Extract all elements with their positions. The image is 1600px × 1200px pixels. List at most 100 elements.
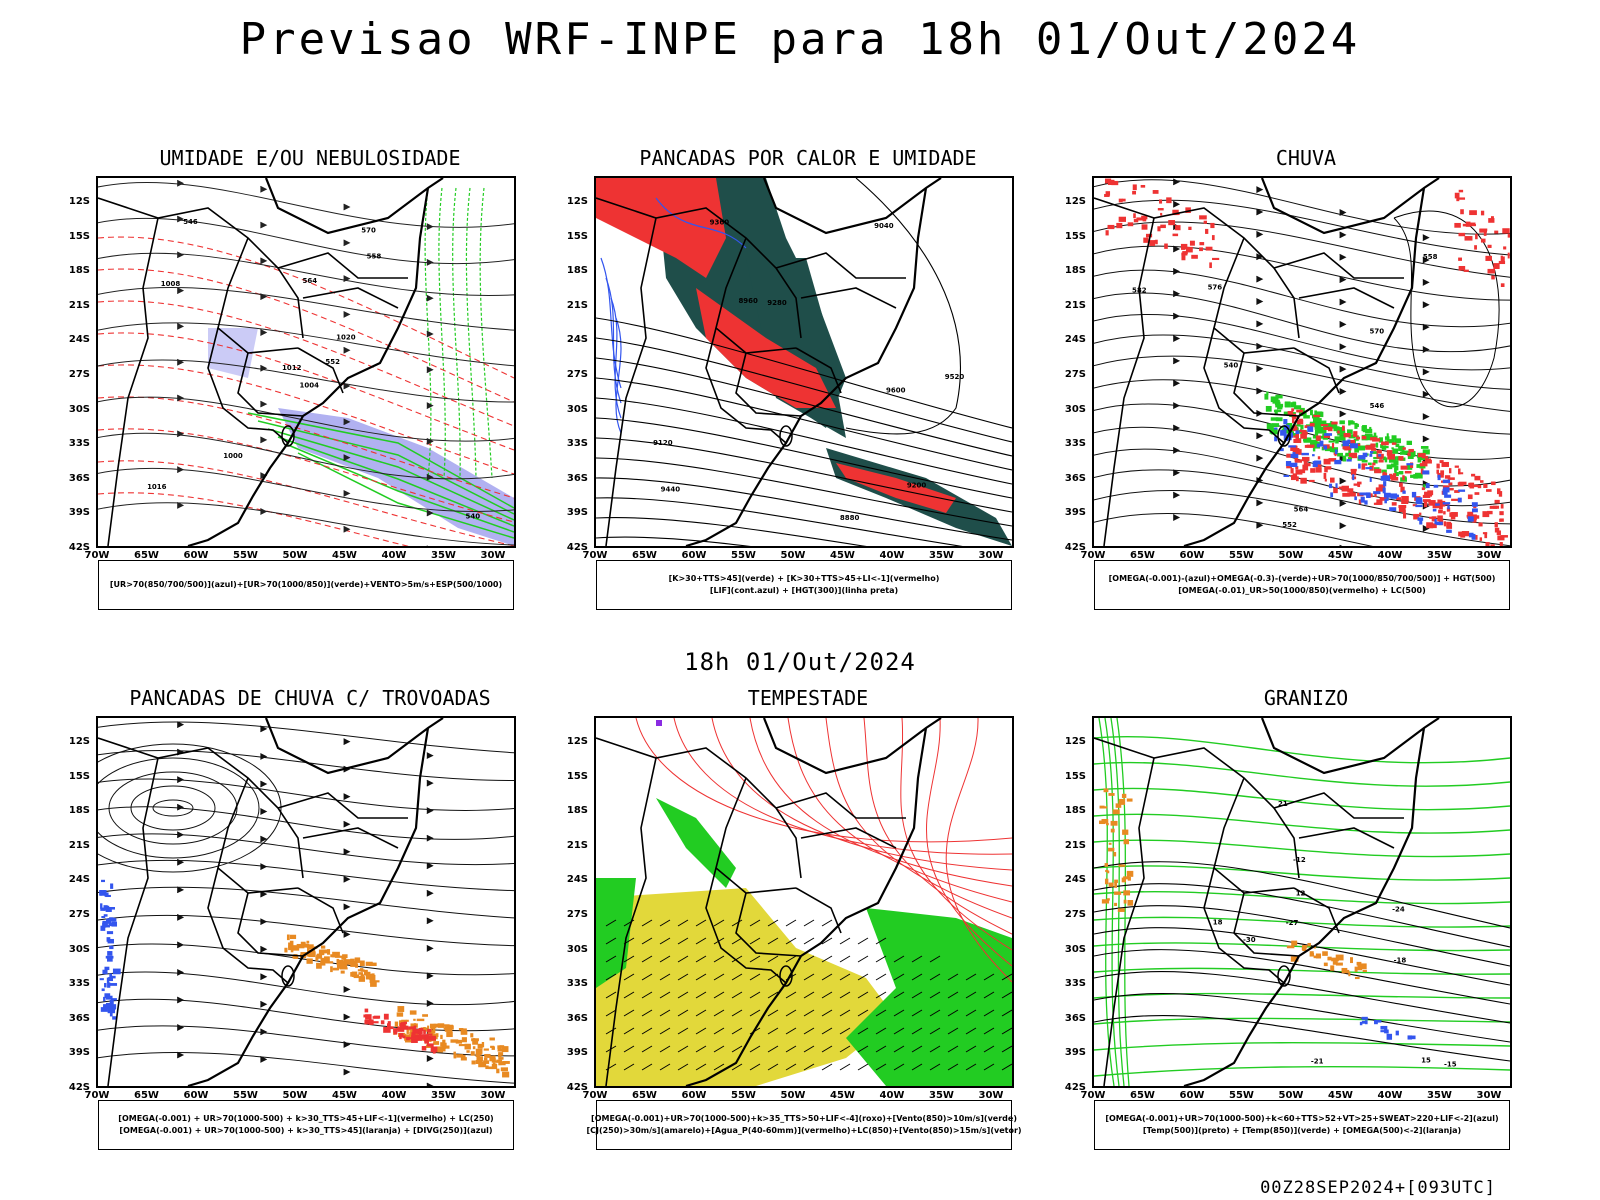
contour-label: 9360 bbox=[710, 219, 730, 227]
lc850-red-streamlines bbox=[635, 718, 1012, 983]
contour-label: -12 bbox=[1293, 856, 1306, 864]
lat-tick-label: 30S bbox=[1064, 943, 1086, 955]
lon-tick-label: 55W bbox=[1229, 1090, 1254, 1101]
panel-title: GRANIZO bbox=[1263, 686, 1349, 710]
lon-tick-label: 50W bbox=[780, 1090, 806, 1101]
legend-line: [OMEGA(-0.001)+UR>70(1000-500)+k>35_TTS>… bbox=[591, 1114, 1017, 1123]
lat-tick-label: 33S bbox=[1064, 978, 1086, 990]
lat-tick-label: 27S bbox=[1064, 369, 1086, 380]
lat-tick-label: 12S bbox=[1064, 736, 1086, 747]
lat-tick-label: 42S bbox=[1064, 542, 1086, 553]
lat-tick-label: 24S bbox=[1064, 334, 1086, 346]
lat-tick-label: 27S bbox=[1064, 909, 1086, 920]
lon-tick-label: 65W bbox=[134, 1090, 159, 1101]
lat-tick-label: 27S bbox=[68, 369, 90, 380]
lat-tick-label: 36S bbox=[566, 1012, 588, 1024]
panel-title: PANCADAS POR CALOR E UMIDADE bbox=[639, 146, 977, 170]
map-frame: -12 -15 -18 -21 -24 -27 -30 12 15 18 21 bbox=[1092, 716, 1512, 1088]
jet-yellow bbox=[596, 888, 896, 1086]
lat-tick-label: 21S bbox=[1064, 839, 1086, 851]
lon-tick-label: 35W bbox=[1427, 1090, 1452, 1101]
contour-label: -27 bbox=[1286, 919, 1299, 927]
contour-label: -21 bbox=[1311, 1058, 1324, 1066]
country-borders bbox=[1094, 718, 1440, 1086]
lat-tick-label: 12S bbox=[68, 196, 90, 207]
lon-tick-label: 60W bbox=[1179, 1090, 1205, 1101]
contour-label: 18 bbox=[1213, 918, 1223, 926]
lat-tick-label: 30S bbox=[68, 403, 90, 415]
thunder-orange-2 bbox=[393, 1006, 510, 1078]
streamlines bbox=[98, 179, 514, 546]
lon-tick-label: 60W bbox=[183, 550, 209, 561]
contour-label: 1016 bbox=[147, 483, 167, 491]
lat-tick-label: 21S bbox=[68, 839, 90, 851]
lon-tick-label: 65W bbox=[632, 550, 657, 561]
footer-run-info: 00Z28SEP2024+[093UTC] bbox=[1260, 1178, 1496, 1198]
panel-pancadas-trovoadas: PANCADAS DE CHUVA C/ TROVOADAS 12S 15S 18S 2… bbox=[69, 686, 540, 1166]
panel-chuva: CHUVA 582 576 570 564 558 552 546 540 12S 15S 18S 21… bbox=[1065, 146, 1536, 626]
map-frame bbox=[594, 716, 1014, 1088]
contour-label: 546 bbox=[183, 218, 198, 226]
panel-title: CHUVA bbox=[1275, 146, 1337, 170]
map-canvas: -12 -15 -18 -21 -24 -27 -30 12 15 18 21 bbox=[1094, 718, 1510, 1086]
lat-tick-label: 33S bbox=[1064, 438, 1086, 450]
lat-tick-label: 30S bbox=[566, 403, 588, 415]
humidity-low-levels bbox=[247, 187, 514, 539]
lat-tick-label: 30S bbox=[1064, 403, 1086, 415]
contour-label: 564 bbox=[1294, 506, 1309, 514]
legend-line: [LIF](cont.azul) + [HGT(300)](linha pret… bbox=[709, 586, 899, 595]
contour-label: 552 bbox=[1282, 521, 1297, 529]
lat-tick-label: 33S bbox=[68, 438, 90, 450]
lon-tick-label: 60W bbox=[681, 1090, 707, 1101]
lat-tick-label: 39S bbox=[566, 1047, 588, 1059]
lat-tick-label: 36S bbox=[68, 1012, 90, 1024]
lat-tick-label: 21S bbox=[566, 839, 588, 851]
lon-tick-label: 45W bbox=[332, 550, 357, 561]
legend-line: [OMEGA(-0.001)-(azul)+OMEGA(-0.3)-(verde… bbox=[1108, 574, 1496, 583]
lon-tick-label: 35W bbox=[929, 550, 954, 561]
lat-tick-label: 39S bbox=[68, 1047, 90, 1059]
lon-tick-label: 30W bbox=[480, 550, 506, 561]
lon-tick-label: 45W bbox=[332, 1090, 357, 1101]
contour-label: -30 bbox=[1243, 936, 1256, 944]
lat-tick-label: 12S bbox=[566, 736, 588, 747]
legend-line: [Temp(500)](preto) + [Temp(850)](verde) … bbox=[1142, 1126, 1462, 1135]
contour-label: 1008 bbox=[161, 280, 181, 288]
panel-granizo: GRANIZO -12 -15 -18 -21 -24 -27 -30 12 15 18 21 12S 1… bbox=[1065, 686, 1536, 1166]
instability-red-3 bbox=[836, 463, 956, 513]
lon-tick-label: 45W bbox=[830, 1090, 855, 1101]
lat-tick-label: 42S bbox=[1064, 1082, 1086, 1093]
map-canvas: 1004 1008 1012 1016 1020 1000 570 564 558 552 546 5… bbox=[98, 178, 514, 546]
contour-label: 8960 bbox=[738, 297, 758, 305]
thunder-red bbox=[363, 1008, 438, 1054]
legend-box: [K>30+TTS>45](verde) + [K>30+TTS>45+LI<-… bbox=[596, 560, 1012, 610]
lat-tick-label: 42S bbox=[68, 1082, 90, 1093]
lon-tick-label: 65W bbox=[134, 550, 159, 561]
lat-tick-label: 24S bbox=[1064, 874, 1086, 886]
main-title: Previsao WRF-INPE para 18h 01/Out/2024 bbox=[239, 14, 1361, 65]
legend-box: [UR>70(850/700/500)](azul)+[UR>70(1000/8… bbox=[98, 560, 514, 610]
legend-box: [OMEGA(-0.001)-(azul)+OMEGA(-0.3)-(verde… bbox=[1094, 560, 1510, 610]
lat-tick-label: 42S bbox=[566, 1082, 588, 1093]
lat-tick-label: 39S bbox=[1064, 507, 1086, 519]
storm-purple bbox=[656, 720, 662, 726]
lon-tick-label: 70W bbox=[1080, 550, 1106, 561]
lon-tick-label: 35W bbox=[929, 1090, 954, 1101]
lon-tick-label: 50W bbox=[1278, 1090, 1304, 1101]
contour-label: 9200 bbox=[907, 482, 927, 490]
lon-tick-label: 40W bbox=[381, 1090, 407, 1101]
lat-tick-label: 36S bbox=[566, 472, 588, 484]
lat-tick-label: 18S bbox=[1064, 805, 1086, 817]
contour-label: -24 bbox=[1392, 905, 1405, 913]
legend-box: [OMEGA(-0.001)+UR>70(1000-500)+k<60+TTS>… bbox=[1094, 1100, 1510, 1150]
lon-tick-label: 65W bbox=[632, 1090, 657, 1101]
panel-title: TEMPESTADE bbox=[747, 686, 869, 710]
hgt300-contours bbox=[596, 178, 1012, 546]
lat-tick-label: 33S bbox=[566, 438, 588, 450]
lon-tick-label: 35W bbox=[431, 1090, 456, 1101]
country-borders bbox=[596, 718, 942, 1086]
lon-tick-label: 50W bbox=[282, 1090, 308, 1101]
lon-tick-label: 40W bbox=[1377, 550, 1403, 561]
lat-tick-label: 39S bbox=[68, 507, 90, 519]
lon-tick-label: 55W bbox=[1229, 550, 1254, 561]
